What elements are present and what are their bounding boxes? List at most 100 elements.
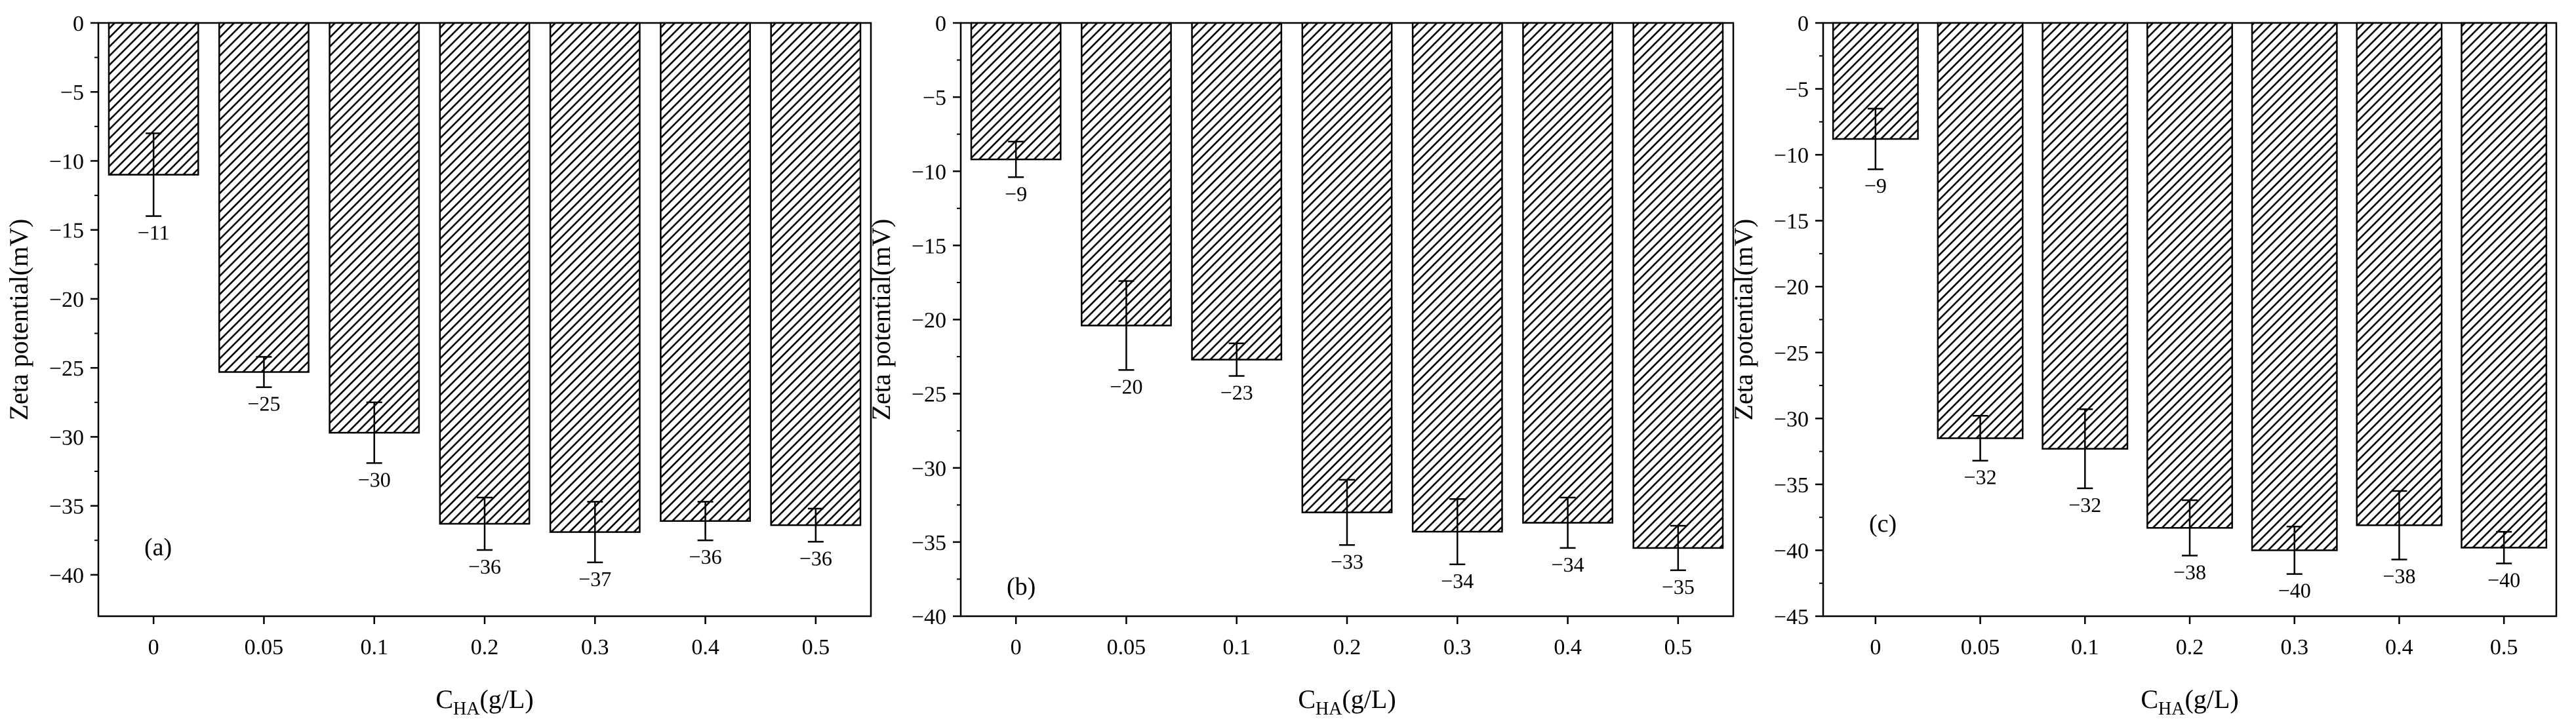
x-tick-label: 0.3 bbox=[2280, 635, 2308, 659]
y-tick-label: −40 bbox=[1774, 539, 1809, 563]
bar bbox=[1081, 22, 1172, 326]
panel-label: (a) bbox=[144, 534, 172, 561]
x-tick-label: 0.5 bbox=[2490, 635, 2518, 659]
data-label: −37 bbox=[578, 567, 611, 591]
data-label: −34 bbox=[1552, 553, 1584, 576]
data-label: −30 bbox=[358, 467, 391, 491]
panel-label: (c) bbox=[1869, 510, 1897, 538]
x-axis-title-tail: (g/L) bbox=[2184, 684, 2238, 714]
x-tick-label: 0.2 bbox=[471, 635, 499, 659]
y-tick-label: −30 bbox=[49, 425, 84, 450]
data-label: −33 bbox=[1331, 549, 1363, 573]
y-tick-label: −35 bbox=[49, 495, 84, 519]
panel-label: (b) bbox=[1007, 573, 1036, 600]
y-tick-label: 0 bbox=[1798, 12, 1809, 36]
x-tick-label: 0.5 bbox=[802, 635, 830, 659]
y-tick-label: −25 bbox=[49, 357, 84, 381]
x-axis-title-main: C bbox=[2141, 684, 2158, 714]
x-axis-title-sub: HA bbox=[2158, 699, 2185, 719]
y-tick-label: −25 bbox=[1774, 342, 1809, 366]
bar bbox=[770, 22, 862, 526]
bar bbox=[1411, 22, 1503, 533]
data-label: −9 bbox=[1005, 182, 1027, 205]
y-tick-label: −30 bbox=[1774, 407, 1809, 431]
bar bbox=[1632, 22, 1724, 549]
data-label: −35 bbox=[1662, 575, 1695, 599]
y-tick-label: −5 bbox=[60, 81, 84, 105]
data-label: −40 bbox=[2278, 579, 2311, 602]
x-axis-title-sub: HA bbox=[453, 699, 480, 719]
x-axis-title-tail: (g/L) bbox=[479, 684, 533, 714]
x-tick-label: 0.1 bbox=[1222, 635, 1251, 659]
y-tick-label: −10 bbox=[912, 160, 946, 184]
x-tick-label: 0 bbox=[1870, 635, 1881, 659]
y-tick-label: −45 bbox=[1774, 605, 1809, 629]
y-tick-label: −5 bbox=[923, 86, 946, 110]
bar bbox=[1522, 22, 1613, 524]
x-tick-label: 0.1 bbox=[360, 635, 388, 659]
data-label: −36 bbox=[799, 546, 832, 570]
y-tick-label: −15 bbox=[49, 219, 84, 243]
bar bbox=[439, 22, 531, 525]
y-tick-label: −20 bbox=[49, 288, 84, 312]
y-axis-title: Zeta potential(mV) bbox=[1729, 219, 1758, 421]
y-tick-label: −10 bbox=[49, 149, 84, 174]
data-label: −40 bbox=[2487, 568, 2520, 592]
bar bbox=[2146, 22, 2233, 529]
bar bbox=[660, 22, 751, 522]
x-tick-label: 0.3 bbox=[1443, 635, 1472, 659]
chart-panel-b: 0 −5 −10 −15 −20 −25 −30 −35 −40 −9 0 −20 0.05 −23 0.1… bbox=[866, 12, 1735, 719]
y-tick-label: −35 bbox=[912, 531, 946, 555]
bar bbox=[218, 22, 310, 373]
data-label: −36 bbox=[689, 545, 722, 568]
bar bbox=[549, 22, 641, 533]
data-label: −32 bbox=[1964, 465, 1997, 489]
y-tick-label: −10 bbox=[1774, 144, 1809, 168]
bar bbox=[2461, 22, 2548, 549]
x-tick-label: 0.05 bbox=[245, 635, 284, 659]
chart-panel-c: 0 −5 −10 −15 −20 −25 −30 −35 −40 −45 −9 0 −32 0.05 −32… bbox=[1729, 12, 2558, 719]
x-tick-label: 0.2 bbox=[2176, 635, 2204, 659]
y-tick-label: −40 bbox=[49, 564, 84, 588]
y-tick-label: −30 bbox=[912, 457, 946, 481]
bar bbox=[2251, 22, 2338, 551]
bar bbox=[2042, 22, 2129, 450]
x-tick-label: 0.05 bbox=[1107, 635, 1146, 659]
data-label: −9 bbox=[1864, 174, 1887, 197]
y-tick-label: −40 bbox=[912, 605, 946, 629]
x-tick-label: 0.4 bbox=[1554, 635, 1582, 659]
x-tick-label: 0.1 bbox=[2071, 635, 2099, 659]
y-tick-label: −15 bbox=[912, 234, 946, 258]
bar bbox=[1191, 22, 1283, 361]
x-tick-label: 0.05 bbox=[1961, 635, 2000, 659]
x-tick-label: 0 bbox=[1011, 635, 1022, 659]
x-tick-label: 0.2 bbox=[1333, 635, 1361, 659]
y-tick-label: 0 bbox=[73, 12, 84, 36]
data-label: −36 bbox=[468, 555, 501, 578]
y-tick-label: −15 bbox=[1774, 210, 1809, 234]
x-tick-label: 0 bbox=[148, 635, 159, 659]
y-tick-label: −20 bbox=[1774, 275, 1809, 300]
y-axis-title: Zeta potential(mV) bbox=[866, 219, 896, 421]
data-label: −32 bbox=[2068, 493, 2101, 517]
x-tick-label: 0.4 bbox=[691, 635, 719, 659]
x-tick-label: 0.4 bbox=[2385, 635, 2413, 659]
bar bbox=[970, 22, 1062, 161]
x-tick-label: 0.5 bbox=[1664, 635, 1693, 659]
x-axis-title-main: C bbox=[435, 684, 453, 714]
x-axis-title: CHA(g/L) bbox=[2141, 684, 2238, 719]
bar bbox=[1937, 22, 2024, 439]
data-label: −38 bbox=[2383, 564, 2415, 588]
data-label: −11 bbox=[138, 221, 170, 245]
x-axis-title: CHA(g/L) bbox=[1298, 684, 1396, 719]
bar bbox=[2356, 22, 2443, 526]
bar bbox=[1301, 22, 1393, 513]
y-tick-label: −20 bbox=[912, 309, 946, 333]
x-axis-title-tail: (g/L) bbox=[1342, 684, 1396, 714]
data-label: −20 bbox=[1110, 374, 1142, 398]
x-axis-title-sub: HA bbox=[1316, 699, 1342, 719]
data-label: −23 bbox=[1220, 380, 1253, 404]
y-tick-label: −5 bbox=[1785, 78, 1809, 102]
x-axis-title: CHA(g/L) bbox=[435, 684, 533, 719]
